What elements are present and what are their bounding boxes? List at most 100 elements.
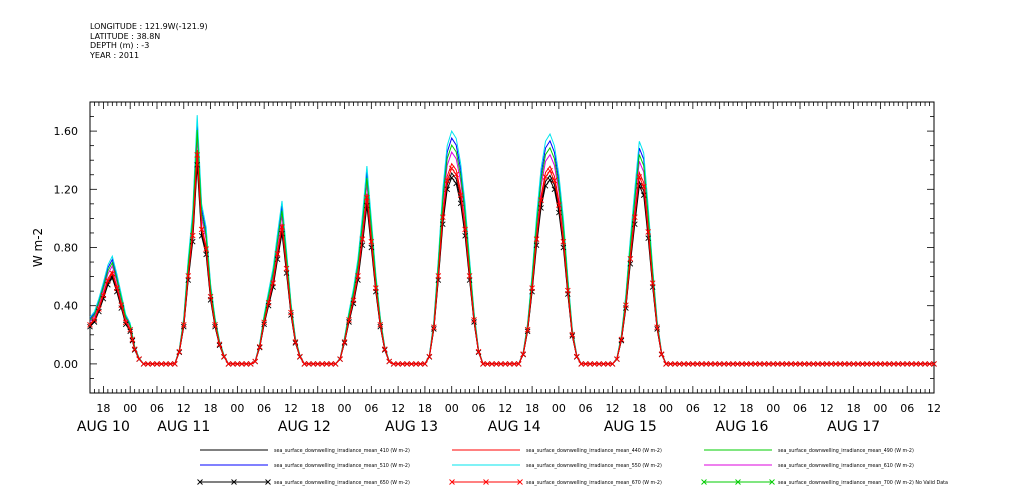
series-marker-7 xyxy=(105,277,111,284)
series-marker-7 xyxy=(399,361,406,367)
series-marker-7 xyxy=(247,361,254,367)
series-marker-7 xyxy=(810,361,817,367)
series-marker-6 xyxy=(439,221,446,228)
series-marker-7 xyxy=(359,236,366,243)
series-marker-7 xyxy=(408,361,415,367)
series-marker-7 xyxy=(578,361,585,367)
longitude-label: LONGITUDE : 121.9W(-121.9) xyxy=(90,22,208,31)
series-marker-7 xyxy=(422,361,428,367)
x-tick-label: 12 xyxy=(498,402,512,415)
series-marker-6 xyxy=(462,233,468,239)
series-marker-7 xyxy=(511,361,518,367)
series-marker-7 xyxy=(96,306,102,312)
latitude-label: LATITUDE : 38.8N xyxy=(90,31,161,41)
series-marker-7 xyxy=(480,361,486,367)
series-marker-7 xyxy=(801,361,808,367)
series-marker-7 xyxy=(806,361,812,367)
series-marker-6 xyxy=(87,323,93,330)
series-marker-7 xyxy=(234,361,241,367)
y-tick-label: 0.40 xyxy=(54,300,79,313)
series-marker-7 xyxy=(779,361,785,367)
legend-label: sea_surface_downwelling_irradiance_mean_… xyxy=(526,463,662,469)
series-marker-7 xyxy=(381,346,388,353)
series-marker-7 xyxy=(542,174,549,180)
x-tick-label: 12 xyxy=(605,402,619,415)
legend-label: sea_surface_downwelling_irradiance_mean_… xyxy=(526,448,662,454)
series-marker-7 xyxy=(913,361,919,367)
y-tick-label: 0.80 xyxy=(54,242,79,255)
series-marker-7 xyxy=(417,361,424,367)
series-marker-7 xyxy=(149,361,156,367)
series-marker-7 xyxy=(783,361,790,367)
series-marker-7 xyxy=(533,236,540,243)
series-marker-7 xyxy=(212,321,218,328)
series-marker-7 xyxy=(864,361,870,367)
series-marker-7 xyxy=(605,361,611,367)
series-marker-7 xyxy=(631,214,638,221)
series-marker-7 xyxy=(377,321,384,328)
series-marker-7 xyxy=(448,165,455,172)
series-marker-7 xyxy=(475,348,482,355)
series-marker-7 xyxy=(332,361,339,367)
series-marker-7 xyxy=(154,361,160,367)
series-marker-7 xyxy=(895,361,902,367)
series-marker-6 xyxy=(194,162,200,168)
series-marker-7 xyxy=(172,361,178,367)
series-marker-7 xyxy=(158,361,165,367)
series-marker-7 xyxy=(904,361,911,367)
x-tick-label: 00 xyxy=(445,402,459,415)
series-marker-7 xyxy=(748,361,754,367)
series-marker-7 xyxy=(453,171,459,178)
x-tick-label: 00 xyxy=(873,402,887,415)
series-marker-7 xyxy=(136,356,142,362)
series-marker-7 xyxy=(596,361,602,367)
series-marker-7 xyxy=(850,361,857,367)
series-marker-7 xyxy=(676,361,683,367)
series-marker-7 xyxy=(426,353,433,360)
series-marker-7 xyxy=(739,361,745,367)
series-marker-7 xyxy=(127,326,134,333)
series-marker-7 xyxy=(431,324,437,331)
series-marker-7 xyxy=(189,232,196,239)
series-marker-7 xyxy=(185,273,192,279)
series-marker-7 xyxy=(515,361,522,367)
series-marker-7 xyxy=(734,361,741,367)
series-marker-7 xyxy=(587,361,593,367)
series-marker-6 xyxy=(627,260,634,267)
series-marker-7 xyxy=(256,343,263,350)
x-date-label: AUG 16 xyxy=(716,419,769,435)
series-marker-7 xyxy=(551,177,558,184)
series-marker-7 xyxy=(265,299,272,306)
y-tick-label: 1.20 xyxy=(54,183,79,196)
series-marker-7 xyxy=(899,361,906,367)
series-marker-7 xyxy=(792,361,799,367)
x-tick-label: 06 xyxy=(364,402,378,415)
series-marker-7 xyxy=(618,336,625,343)
series-marker-7 xyxy=(721,361,727,367)
series-marker-7 xyxy=(873,361,879,367)
series-marker-7 xyxy=(167,361,174,367)
series-marker-7 xyxy=(832,361,839,367)
series-marker-7 xyxy=(609,361,616,367)
x-tick-label: 06 xyxy=(900,402,914,415)
series-marker-7 xyxy=(292,339,299,345)
legend-label: sea_surface_downwelling_irradiance_mean_… xyxy=(778,463,914,469)
series-marker-7 xyxy=(328,361,334,367)
x-date-label: AUG 14 xyxy=(488,419,541,435)
series-marker-7 xyxy=(556,202,562,208)
series-marker-7 xyxy=(690,361,696,367)
x-date-label: AUG 15 xyxy=(604,419,657,435)
series-marker-7 xyxy=(627,255,634,262)
series-marker-7 xyxy=(131,346,138,353)
series-marker-7 xyxy=(413,361,419,367)
legend-marker xyxy=(735,479,741,485)
series-marker-7 xyxy=(658,351,665,357)
series-marker-7 xyxy=(703,361,710,367)
series-marker-6 xyxy=(203,251,209,258)
series-marker-7 xyxy=(560,238,567,245)
x-tick-label: 00 xyxy=(766,402,780,415)
x-tick-label: 06 xyxy=(150,402,164,415)
depth-label: DEPTH (m) : -3 xyxy=(90,41,150,50)
series-marker-7 xyxy=(270,280,276,287)
